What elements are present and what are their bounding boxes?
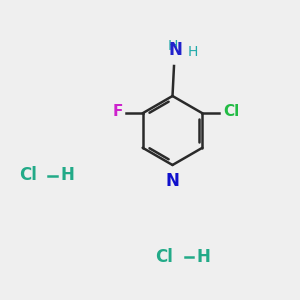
Text: Cl: Cl [155,248,173,266]
Text: H: H [167,38,178,52]
Text: Cl: Cl [224,104,240,119]
Text: F: F [113,104,123,119]
Text: Cl: Cl [19,167,37,184]
Text: H: H [60,167,74,184]
Text: N: N [169,41,182,59]
Text: N: N [166,172,179,190]
Text: H: H [188,45,198,59]
Text: H: H [197,248,211,266]
